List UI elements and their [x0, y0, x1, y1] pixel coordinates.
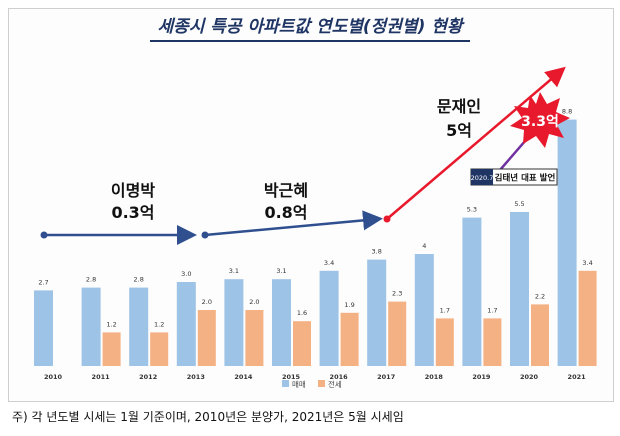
era3-arrow [386, 66, 566, 220]
bar-sale-2018 [414, 254, 434, 366]
label-sale-2010: 2.7 [38, 278, 48, 286]
era1-amount: 0.3억 [111, 203, 154, 222]
x-tick-2018: 2018 [425, 373, 444, 381]
label-sale-2013: 3.0 [181, 270, 191, 278]
bar-sale-2015 [272, 279, 291, 366]
legend-label-jeonse: 전세 [328, 379, 342, 389]
bar-jeonse-2016 [340, 312, 359, 366]
x-tick-2012: 2012 [139, 373, 157, 381]
x-tick-2014: 2014 [234, 373, 253, 381]
label-jeonse-2017: 2.3 [392, 290, 402, 298]
label-jeonse-2012: 1.2 [154, 320, 164, 328]
bar-jeonse-2018 [435, 318, 454, 366]
era2-amount: 0.8억 [264, 203, 307, 222]
x-tick-2019: 2019 [472, 373, 491, 381]
label-sale-2020: 5.5 [514, 200, 524, 208]
label-jeonse-2020: 2.2 [535, 292, 545, 300]
label-jeonse-2014: 2.0 [249, 298, 259, 306]
bar-sale-2016 [319, 270, 339, 366]
x-tick-2016: 2016 [330, 373, 349, 381]
bar-jeonse-2013 [197, 310, 216, 366]
title-underline [150, 40, 470, 42]
bar-sale-2010 [34, 290, 53, 366]
era2-arrow [204, 210, 383, 237]
bar-jeonse-2011 [102, 332, 121, 366]
x-tick-2021: 2021 [568, 373, 587, 381]
chart-title: 세종시 특공 아파트값 연도별(정권별) 현황 [157, 17, 463, 37]
label-jeonse-2016: 1.9 [344, 301, 354, 309]
label-jeonse-2015: 1.6 [297, 309, 307, 317]
era3-name: 문재인 [437, 97, 481, 116]
x-tick-2010: 2010 [44, 373, 63, 381]
annotation-date-bg [471, 169, 493, 185]
label-sale-2021: 8.8 [562, 108, 572, 116]
bar-sale-2013 [176, 282, 196, 366]
burst-label: 3.3억 [521, 114, 559, 130]
bar-sale-2012 [129, 287, 149, 366]
bar-sale-2021 [557, 119, 577, 366]
label-sale-2019: 5.3 [467, 206, 477, 214]
bar-jeonse-2021 [578, 270, 597, 366]
legend-swatch-jeonse [318, 380, 325, 387]
bar-jeonse-2017 [388, 301, 407, 366]
bar-jeonse-2012 [150, 332, 169, 366]
burst-shape [510, 92, 570, 148]
label-jeonse-2021: 3.4 [582, 259, 592, 267]
label-sale-2014: 3.1 [229, 267, 239, 275]
x-tick-2017: 2017 [377, 373, 395, 381]
x-tick-2020: 2020 [520, 373, 539, 381]
label-sale-2017: 3.8 [372, 248, 382, 256]
legend-label-sale: 매매 [292, 380, 306, 389]
label-jeonse-2013: 2.0 [202, 298, 212, 306]
bar-jeonse-2015 [293, 321, 311, 366]
era2-name: 박근혜 [264, 181, 308, 200]
label-jeonse-2011: 1.2 [106, 320, 116, 328]
label-sale-2012: 2.8 [134, 276, 144, 284]
x-tick-2013: 2013 [187, 373, 205, 381]
bar-jeonse-2019 [483, 318, 502, 366]
label-sale-2018: 4 [422, 242, 426, 250]
bar-jeonse-2014 [245, 310, 264, 366]
annotation-date: 2020.7 [471, 174, 494, 182]
label-sale-2011: 2.8 [86, 276, 96, 284]
label-sale-2016: 3.4 [324, 259, 334, 267]
label-sale-2015: 3.1 [276, 267, 286, 275]
annotation-text: 김태년 대표 발언 [495, 173, 556, 184]
x-tick-2011: 2011 [92, 373, 111, 381]
label-jeonse-2018: 1.7 [440, 306, 450, 314]
bar-sale-2017 [367, 259, 387, 366]
x-tick-2015: 2015 [282, 373, 301, 381]
era1-name: 이명박 [111, 181, 155, 200]
label-jeonse-2019: 1.7 [487, 306, 497, 314]
bar-sale-2019 [462, 217, 482, 366]
era3-amount: 5억 [446, 121, 472, 140]
bar-sale-2014 [224, 279, 244, 366]
legend-swatch-sale [282, 380, 289, 387]
footnote: 주) 각 년도별 시세는 1월 기준이며, 2010년은 분양가, 2021년은… [12, 410, 404, 424]
bar-sale-2011 [81, 287, 101, 366]
bar-jeonse-2020 [531, 304, 549, 366]
bar-sale-2020 [510, 212, 529, 366]
